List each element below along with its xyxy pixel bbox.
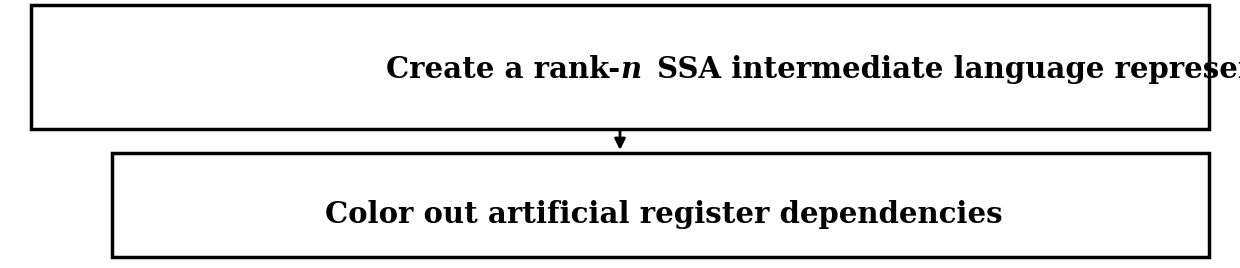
Text: Color out artificial register dependencies: Color out artificial register dependenci… bbox=[325, 200, 1002, 229]
Bar bbox=[112, 153, 1209, 257]
Text: Create a rank-: Create a rank- bbox=[386, 55, 620, 84]
Bar bbox=[31, 5, 1209, 129]
Text: n: n bbox=[620, 55, 641, 84]
Text: SSA intermediate language representation: SSA intermediate language representation bbox=[647, 55, 1240, 84]
